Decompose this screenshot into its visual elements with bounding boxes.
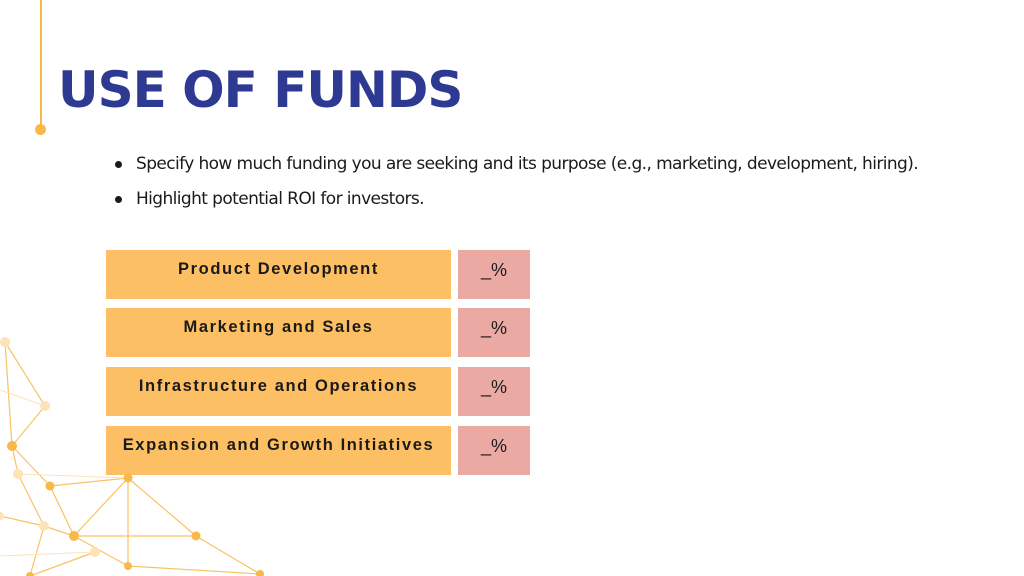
percent-value: _% (458, 367, 530, 416)
percent-value: _% (458, 426, 530, 475)
slide-title: USE OF FUNDS (58, 61, 463, 119)
category-label: Expansion and Growth Initiatives (106, 426, 451, 475)
accent-dot (35, 124, 46, 135)
accent-line (40, 0, 42, 128)
category-label: Infrastructure and Operations (106, 367, 451, 416)
percent-value: _% (458, 308, 530, 357)
bullet-item: Highlight potential ROI for investors. (115, 185, 918, 220)
bullet-list: Specify how much funding you are seeking… (115, 150, 919, 220)
category-label: Marketing and Sales (106, 308, 451, 357)
network-decoration (0, 337, 264, 576)
category-label: Product Development (106, 250, 451, 299)
percent-value: _% (458, 250, 530, 299)
bullet-item: Specify how much funding you are seeking… (115, 150, 919, 185)
